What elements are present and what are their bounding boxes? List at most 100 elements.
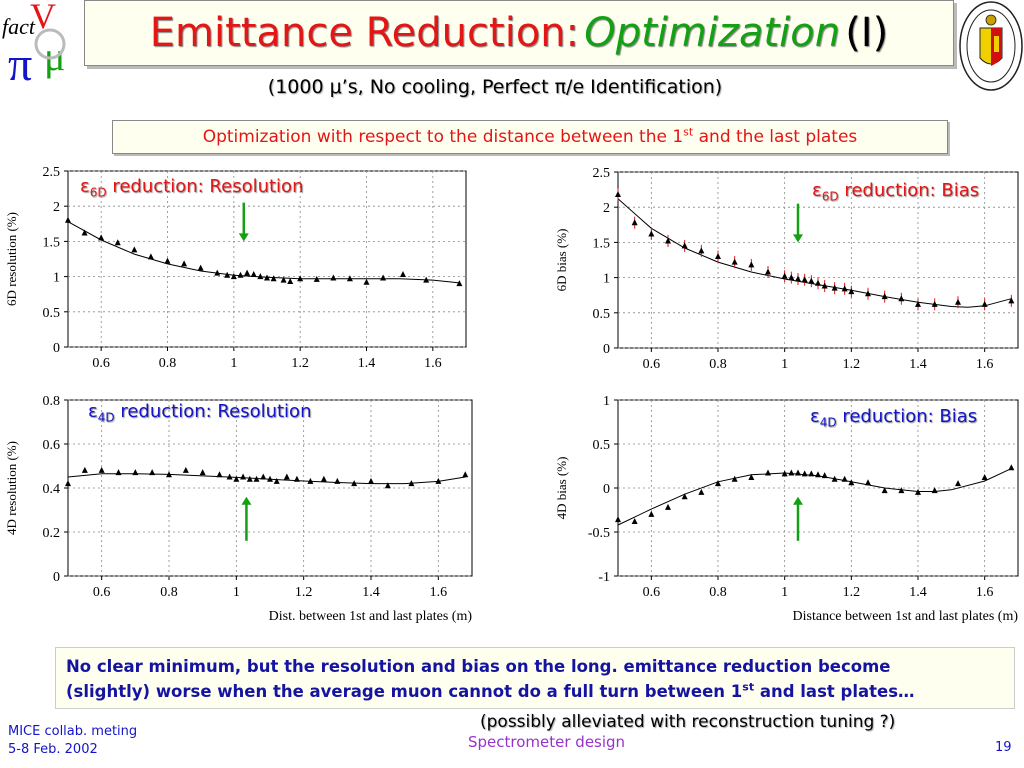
- optimization-box: Optimization with respect to the distanc…: [112, 120, 948, 154]
- x-tick-label: 0.6: [93, 585, 111, 600]
- x-tick-label: 1.6: [976, 585, 994, 600]
- panel-label-4d-bias: ε4D reduction: Bias: [810, 406, 978, 430]
- data-point: [841, 475, 848, 482]
- data-point: [781, 272, 788, 279]
- data-point: [631, 517, 638, 524]
- x-tick-label: 1: [781, 585, 788, 600]
- data-point: [631, 219, 638, 226]
- green-arrow-head: [793, 234, 803, 243]
- data-point: [380, 274, 387, 281]
- data-point: [98, 234, 105, 241]
- data-point: [199, 469, 206, 476]
- data-point: [831, 475, 838, 482]
- data-point: [267, 475, 273, 482]
- fact-nufact-logo: fact V π μ: [0, 0, 82, 102]
- chart-6d-resolution: 0.6 0.8 1 1.2 1.4 1.6 0 0.5 1 1.5 2 2.5 6D resolutio…: [4, 165, 467, 371]
- title-part2: Optimization: [584, 10, 841, 56]
- data-point: [131, 246, 138, 253]
- x-axis-label: Dist. between 1st and last plates (m): [269, 609, 473, 624]
- y-tick-label: -0.5: [588, 526, 610, 541]
- data-point: [166, 471, 172, 478]
- data-point: [801, 470, 808, 477]
- svg-text:π: π: [8, 38, 32, 91]
- data-point: [681, 493, 688, 500]
- data-point: [615, 516, 621, 523]
- data-point: [264, 274, 270, 281]
- universite-de-geneve-seal: [958, 0, 1024, 92]
- data-point: [795, 469, 801, 476]
- x-tick-label: 0.8: [709, 585, 727, 600]
- data-point: [250, 270, 257, 277]
- data-point: [615, 191, 621, 198]
- x-tick-label: 1: [230, 356, 237, 371]
- data-point: [865, 290, 871, 297]
- data-point: [665, 503, 671, 510]
- x-axis-label: Distance between 1st and last plates (m): [793, 609, 1019, 624]
- data-point: [848, 479, 855, 486]
- y-axis-label: 6D resolution (%): [4, 212, 19, 306]
- note-tail: (possibly alleviated with reconstruction…: [480, 712, 896, 732]
- footer-left: MICE collab. meting 5-8 Feb. 2002: [8, 723, 137, 759]
- title-part3: (I): [845, 10, 889, 56]
- data-point: [233, 475, 240, 482]
- panel-label-6d-bias: ε6D reduction: Bias: [812, 180, 980, 204]
- subtitle: (1000 μ’s, No cooling, Perfect π/e Ident…: [267, 76, 723, 98]
- data-point: [384, 482, 391, 489]
- x-tick-label: 1.4: [362, 585, 380, 600]
- data-point: [257, 273, 264, 280]
- y-tick-label: 1: [603, 272, 610, 287]
- data-point: [297, 275, 304, 282]
- data-point: [273, 477, 280, 484]
- x-tick-label: 0.6: [643, 357, 661, 372]
- data-point: [346, 275, 353, 282]
- y-tick-label: 0: [603, 342, 610, 357]
- data-point: [230, 273, 237, 280]
- data-point: [788, 274, 795, 281]
- data-point: [681, 242, 688, 249]
- data-point: [283, 473, 290, 480]
- data-point: [981, 300, 988, 307]
- panel-label-6d-resolution: ε6D reduction: Resolution: [80, 176, 304, 200]
- data-point: [293, 475, 300, 482]
- note-line2-sup: st: [742, 680, 755, 694]
- x-tick-label: 0.6: [643, 585, 661, 600]
- y-tick-label: 0.4: [43, 482, 61, 497]
- data-point: [955, 298, 961, 305]
- data-point: [915, 488, 921, 495]
- data-point: [808, 470, 815, 477]
- data-point: [788, 469, 795, 476]
- footer-meeting: MICE collab. meting: [8, 724, 138, 739]
- chart-4d-bias: 0.6 0.8 1 1.2 1.4 1.6 -1 -0.5 0 0.5 1 4D bias (%) Di…: [554, 394, 1019, 624]
- data-point: [149, 469, 156, 476]
- x-tick-label: 1.2: [291, 356, 309, 371]
- data-point: [848, 288, 855, 295]
- data-point: [226, 473, 233, 480]
- optimization-text: Optimization with respect to the distanc…: [202, 127, 684, 147]
- green-arrow-head: [238, 233, 249, 242]
- data-point: [915, 300, 921, 307]
- data-point: [351, 480, 358, 487]
- note-line1: No clear minimum, but the resolution and…: [66, 657, 891, 676]
- data-point: [280, 276, 287, 283]
- data-point: [181, 260, 188, 267]
- data-point: [197, 264, 204, 271]
- data-point: [981, 473, 988, 480]
- title-part1: Emittance Reduction:: [149, 10, 580, 56]
- data-point: [224, 271, 231, 278]
- data-point: [821, 472, 828, 479]
- green-arrow-head: [793, 496, 803, 505]
- y-tick-label: 0: [53, 570, 60, 585]
- svg-text:fact: fact: [2, 14, 36, 39]
- x-tick-label: 1.2: [843, 585, 861, 600]
- data-point: [435, 477, 442, 484]
- footer-middle: Spectrometer design: [468, 733, 626, 751]
- data-point: [731, 258, 738, 265]
- data-point: [815, 471, 821, 478]
- optimization-sup: st: [683, 125, 694, 139]
- note-line2: (slightly) worse when the average muon c…: [66, 682, 743, 701]
- optimization-tail: and the last plates: [693, 127, 858, 147]
- panel-label-4d-resolution: ε4D reduction: Resolution: [88, 401, 312, 425]
- data-point: [270, 275, 277, 282]
- data-point: [648, 510, 655, 517]
- data-point: [831, 284, 838, 291]
